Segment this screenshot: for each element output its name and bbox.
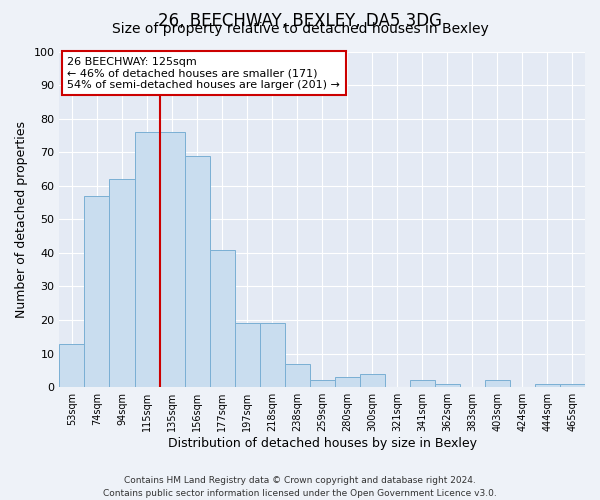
Bar xyxy=(485,380,510,387)
Bar xyxy=(360,374,385,387)
Bar xyxy=(59,344,85,387)
Bar xyxy=(235,324,260,387)
Bar xyxy=(109,179,134,387)
Text: Contains HM Land Registry data © Crown copyright and database right 2024.
Contai: Contains HM Land Registry data © Crown c… xyxy=(103,476,497,498)
Bar xyxy=(85,196,109,387)
Bar xyxy=(284,364,310,387)
Text: 26, BEECHWAY, BEXLEY, DA5 3DG: 26, BEECHWAY, BEXLEY, DA5 3DG xyxy=(158,12,442,30)
Text: 26 BEECHWAY: 125sqm
← 46% of detached houses are smaller (171)
54% of semi-detac: 26 BEECHWAY: 125sqm ← 46% of detached ho… xyxy=(67,56,340,90)
Bar xyxy=(185,156,209,387)
Bar xyxy=(134,132,160,387)
Text: Size of property relative to detached houses in Bexley: Size of property relative to detached ho… xyxy=(112,22,488,36)
Bar xyxy=(160,132,185,387)
Bar xyxy=(435,384,460,387)
Bar xyxy=(535,384,560,387)
Bar xyxy=(410,380,435,387)
Bar xyxy=(310,380,335,387)
Bar xyxy=(560,384,585,387)
Bar xyxy=(260,324,284,387)
Bar xyxy=(209,250,235,387)
Y-axis label: Number of detached properties: Number of detached properties xyxy=(15,121,28,318)
Bar xyxy=(335,377,360,387)
X-axis label: Distribution of detached houses by size in Bexley: Distribution of detached houses by size … xyxy=(168,437,477,450)
